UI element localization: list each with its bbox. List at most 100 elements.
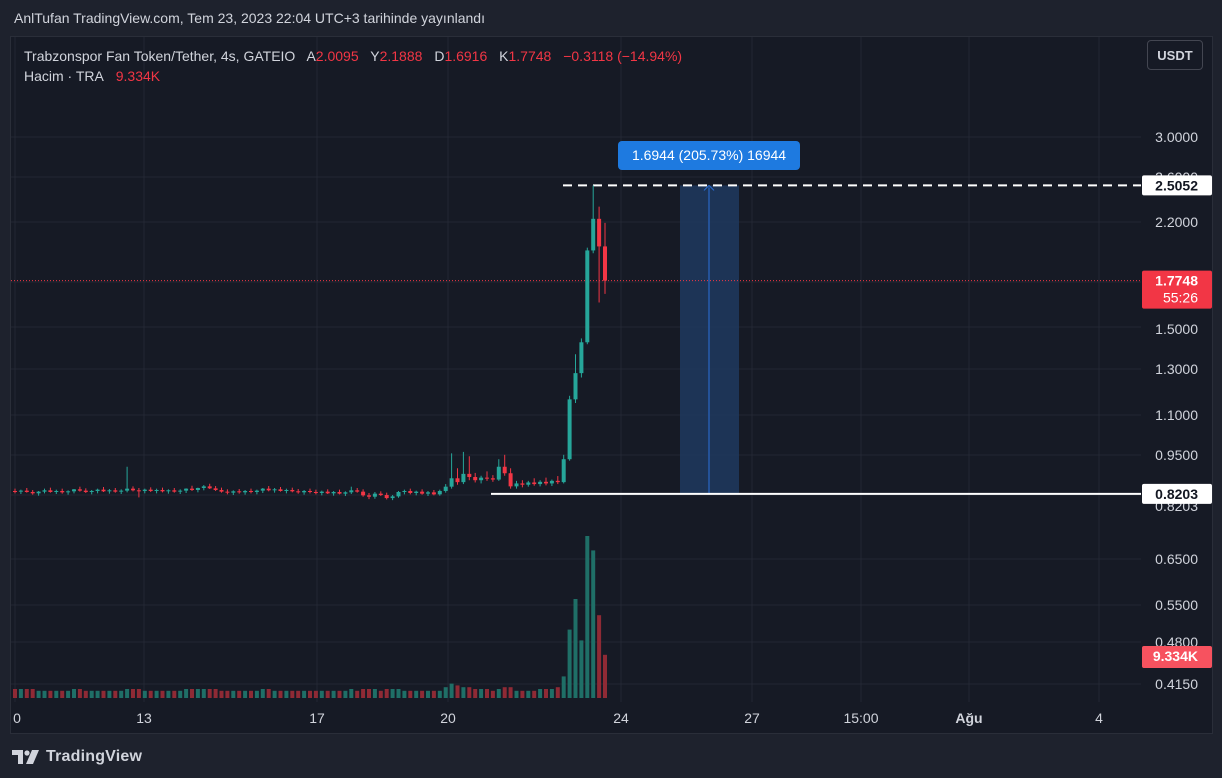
candle-body[interactable] bbox=[290, 489, 295, 492]
candle-body[interactable] bbox=[190, 488, 194, 490]
candle-body[interactable] bbox=[231, 491, 236, 493]
candle-body[interactable] bbox=[77, 489, 82, 491]
candle-body[interactable] bbox=[107, 490, 112, 492]
candle-body[interactable] bbox=[308, 490, 312, 492]
candle-body[interactable] bbox=[502, 466, 507, 474]
candle-body[interactable] bbox=[431, 492, 436, 495]
candle-body[interactable] bbox=[426, 492, 430, 494]
candle-body[interactable] bbox=[302, 490, 307, 493]
candle-body[interactable] bbox=[136, 490, 141, 492]
candle-body[interactable] bbox=[508, 473, 513, 487]
candle-body[interactable] bbox=[549, 480, 554, 484]
candle-body[interactable] bbox=[473, 477, 478, 481]
candle-body[interactable] bbox=[461, 473, 466, 483]
chart-frame[interactable]: 3.00002.60002.20001.50001.30001.10000.95… bbox=[10, 36, 1213, 734]
candle-body[interactable] bbox=[526, 482, 531, 485]
candle-body[interactable] bbox=[520, 483, 525, 485]
candle-body[interactable] bbox=[13, 490, 17, 492]
candle-body[interactable] bbox=[72, 489, 76, 492]
candle-body[interactable] bbox=[313, 491, 318, 493]
candle-body[interactable] bbox=[243, 490, 248, 493]
candle-body[interactable] bbox=[355, 490, 360, 492]
candle-body[interactable] bbox=[455, 478, 460, 483]
candle-body[interactable] bbox=[195, 488, 200, 490]
legend-volume-label[interactable]: Hacim · TRA bbox=[24, 68, 104, 84]
candle-body[interactable] bbox=[544, 481, 548, 484]
candle-body[interactable] bbox=[372, 493, 377, 497]
candle-body[interactable] bbox=[213, 488, 218, 490]
candle-body[interactable] bbox=[113, 490, 118, 492]
candle-body[interactable] bbox=[260, 488, 265, 491]
candle-body[interactable] bbox=[337, 491, 342, 494]
candle-body[interactable] bbox=[207, 486, 212, 489]
candle-body[interactable] bbox=[172, 490, 177, 492]
candle-body[interactable] bbox=[496, 466, 501, 480]
candle-body[interactable] bbox=[384, 495, 389, 499]
candle-body[interactable] bbox=[349, 490, 354, 493]
candle-body[interactable] bbox=[296, 491, 301, 493]
candle-body[interactable] bbox=[30, 491, 35, 494]
measure-label-bg[interactable] bbox=[618, 141, 800, 170]
candle-body[interactable] bbox=[414, 491, 419, 493]
candle-body[interactable] bbox=[166, 490, 171, 492]
candle-body[interactable] bbox=[514, 483, 519, 487]
candle-body[interactable] bbox=[603, 246, 607, 281]
candle-body[interactable] bbox=[201, 486, 206, 489]
candle-body[interactable] bbox=[178, 490, 183, 492]
candle-body[interactable] bbox=[142, 489, 147, 491]
candle-body[interactable] bbox=[597, 218, 602, 247]
candle-body[interactable] bbox=[89, 490, 94, 492]
candle-body[interactable] bbox=[125, 488, 130, 491]
candle-body[interactable] bbox=[36, 491, 41, 494]
candle-body[interactable] bbox=[101, 489, 106, 492]
currency-button[interactable]: USDT bbox=[1147, 40, 1203, 70]
candle-body[interactable] bbox=[184, 488, 189, 491]
candle-body[interactable] bbox=[361, 491, 366, 496]
candle-body[interactable] bbox=[561, 459, 566, 483]
candle-body[interactable] bbox=[420, 491, 425, 494]
candle-body[interactable] bbox=[579, 342, 584, 374]
candle-body[interactable] bbox=[266, 488, 271, 491]
candle-body[interactable] bbox=[95, 489, 100, 491]
candle-body[interactable] bbox=[83, 490, 88, 492]
candle-body[interactable] bbox=[390, 496, 395, 499]
candle-body[interactable] bbox=[148, 489, 153, 491]
candle-body[interactable] bbox=[66, 491, 71, 493]
candle-body[interactable] bbox=[24, 490, 29, 492]
candle-body[interactable] bbox=[284, 489, 289, 491]
candle-body[interactable] bbox=[378, 493, 383, 496]
candle-body[interactable] bbox=[237, 491, 242, 493]
candle-body[interactable] bbox=[154, 489, 159, 491]
candle-body[interactable] bbox=[485, 477, 489, 479]
candle-body[interactable] bbox=[325, 491, 330, 494]
candle-body[interactable] bbox=[48, 490, 53, 492]
candle-body[interactable] bbox=[42, 490, 47, 492]
price-chart[interactable]: 3.00002.60002.20001.50001.30001.10000.95… bbox=[11, 37, 1213, 734]
candle-body[interactable] bbox=[396, 491, 401, 497]
candle-body[interactable] bbox=[18, 490, 23, 492]
candle-body[interactable] bbox=[443, 486, 448, 491]
candle-body[interactable] bbox=[272, 489, 277, 491]
candle-body[interactable] bbox=[449, 478, 454, 487]
tradingview-logo-icon[interactable] bbox=[12, 750, 40, 764]
candle-body[interactable] bbox=[479, 477, 484, 481]
candle-body[interactable] bbox=[402, 490, 407, 492]
candle-body[interactable] bbox=[343, 492, 348, 494]
candle-body[interactable] bbox=[555, 480, 560, 483]
candle-body[interactable] bbox=[585, 250, 590, 343]
candle-body[interactable] bbox=[131, 488, 135, 491]
candle-body[interactable] bbox=[567, 399, 572, 460]
candle-body[interactable] bbox=[278, 489, 283, 491]
candle-body[interactable] bbox=[367, 495, 371, 497]
candle-body[interactable] bbox=[532, 482, 537, 485]
candle-body[interactable] bbox=[331, 491, 336, 494]
candle-body[interactable] bbox=[591, 218, 596, 251]
candle-body[interactable] bbox=[219, 489, 224, 492]
candle-body[interactable] bbox=[319, 491, 324, 493]
candle-body[interactable] bbox=[119, 490, 124, 492]
candle-body[interactable] bbox=[490, 478, 495, 480]
candle-body[interactable] bbox=[60, 490, 65, 493]
candle-body[interactable] bbox=[538, 481, 543, 485]
candle-body[interactable] bbox=[254, 490, 259, 492]
footer-brand[interactable]: TradingView bbox=[46, 748, 143, 765]
